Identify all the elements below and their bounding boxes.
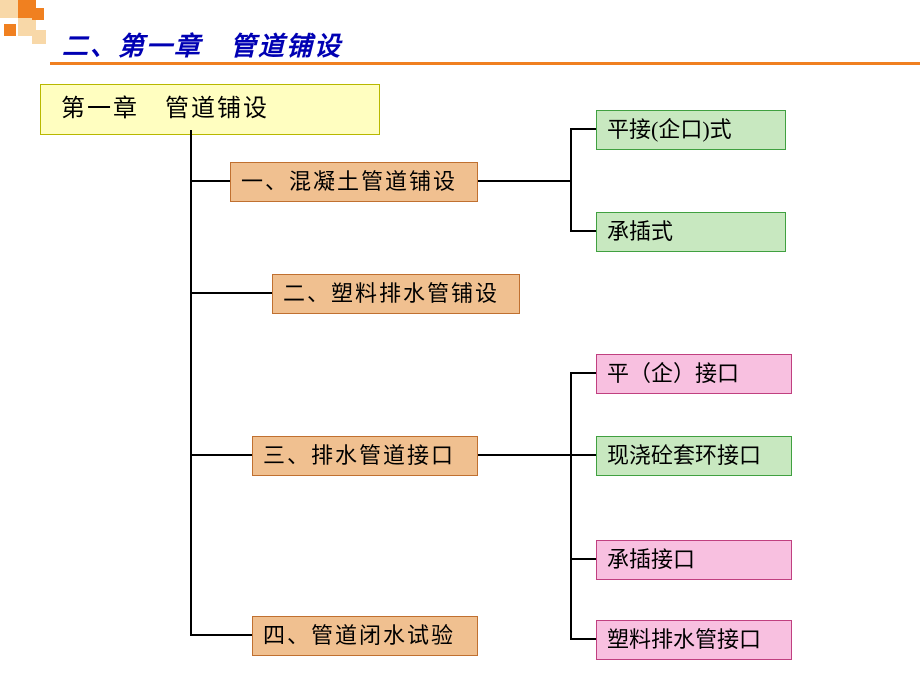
deco-square <box>32 30 46 44</box>
diagram-stage: 二、第一章 管道铺设 第一章 管道铺设一、混凝土管道铺设二、塑料排水管铺设三、排… <box>0 0 920 690</box>
connector <box>570 372 596 374</box>
level1-node-1: 二、塑料排水管铺设 <box>272 274 520 314</box>
connector <box>570 638 596 640</box>
level1-node-0: 一、混凝土管道铺设 <box>230 162 478 202</box>
root-node: 第一章 管道铺设 <box>40 84 380 135</box>
connector <box>570 372 572 638</box>
child-b-1: 现浇砼套环接口 <box>596 436 792 476</box>
connector <box>190 634 252 636</box>
child-b-3: 塑料排水管接口 <box>596 620 792 660</box>
connector <box>570 128 572 230</box>
child-b-0: 平（企）接口 <box>596 354 792 394</box>
connector <box>190 292 272 294</box>
connector <box>190 130 192 634</box>
connector <box>190 180 230 182</box>
child-b-2: 承插接口 <box>596 540 792 580</box>
corner-decoration <box>0 0 52 52</box>
connector <box>190 454 252 456</box>
connector <box>570 128 596 130</box>
connector <box>478 180 570 182</box>
deco-square <box>4 24 16 36</box>
connector <box>570 454 596 456</box>
level1-node-3: 四、管道闭水试验 <box>252 616 478 656</box>
deco-square <box>32 8 44 20</box>
level1-node-2: 三、排水管道接口 <box>252 436 478 476</box>
deco-square <box>0 0 18 18</box>
connector <box>478 454 570 456</box>
child-a-0: 平接(企口)式 <box>596 110 786 150</box>
child-a-1: 承插式 <box>596 212 786 252</box>
connector <box>570 230 596 232</box>
connector <box>570 558 596 560</box>
page-title: 二、第一章 管道铺设 <box>62 26 342 63</box>
